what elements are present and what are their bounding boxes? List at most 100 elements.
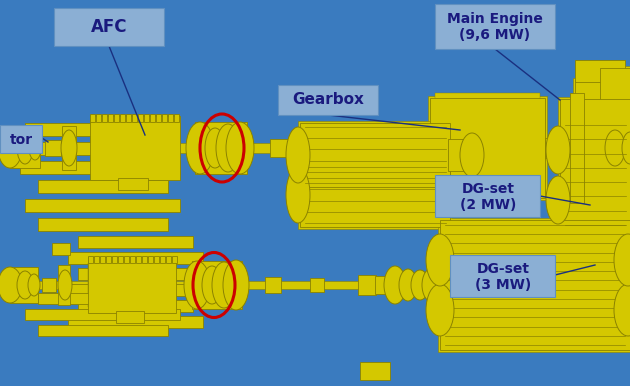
- Bar: [78, 268, 193, 280]
- Bar: [42, 278, 56, 292]
- Bar: [88, 256, 93, 263]
- Bar: [130, 256, 135, 263]
- Bar: [132, 114, 137, 122]
- Bar: [58, 284, 208, 296]
- Ellipse shape: [546, 176, 570, 224]
- Ellipse shape: [216, 124, 240, 172]
- Text: Main Engine
(9,6 MW): Main Engine (9,6 MW): [447, 12, 543, 42]
- Ellipse shape: [58, 270, 72, 300]
- Ellipse shape: [622, 132, 630, 164]
- Bar: [448, 139, 468, 171]
- Bar: [448, 267, 470, 303]
- Bar: [10, 267, 38, 303]
- Bar: [595, 140, 607, 156]
- Ellipse shape: [384, 266, 406, 304]
- Ellipse shape: [426, 234, 454, 286]
- Bar: [450, 255, 555, 297]
- Bar: [575, 60, 625, 82]
- Bar: [298, 121, 452, 189]
- Bar: [545, 138, 559, 158]
- Bar: [58, 265, 70, 305]
- Bar: [154, 256, 159, 263]
- Bar: [90, 114, 95, 122]
- Ellipse shape: [399, 269, 417, 301]
- Bar: [573, 78, 630, 218]
- Bar: [310, 278, 324, 292]
- Bar: [102, 114, 107, 122]
- Bar: [600, 68, 630, 228]
- Bar: [168, 114, 173, 122]
- Bar: [38, 180, 168, 193]
- Bar: [96, 114, 101, 122]
- Bar: [78, 300, 193, 312]
- Bar: [38, 142, 168, 155]
- Ellipse shape: [29, 136, 41, 160]
- Bar: [453, 239, 523, 267]
- Bar: [45, 140, 61, 156]
- Bar: [120, 114, 125, 122]
- Bar: [108, 114, 113, 122]
- Bar: [172, 256, 177, 263]
- Bar: [38, 293, 168, 304]
- Bar: [435, 175, 540, 217]
- Ellipse shape: [614, 234, 630, 286]
- Ellipse shape: [226, 122, 254, 174]
- Bar: [298, 161, 452, 229]
- Bar: [345, 140, 361, 156]
- Bar: [54, 8, 164, 46]
- Bar: [195, 122, 247, 174]
- Bar: [94, 256, 99, 263]
- Bar: [192, 261, 242, 309]
- Bar: [25, 309, 180, 320]
- Bar: [25, 123, 180, 136]
- Bar: [428, 96, 547, 200]
- Bar: [435, 93, 540, 203]
- Bar: [144, 114, 149, 122]
- Ellipse shape: [184, 261, 210, 309]
- Ellipse shape: [0, 128, 22, 168]
- Bar: [598, 66, 630, 230]
- Bar: [88, 257, 176, 313]
- Bar: [575, 214, 625, 236]
- Ellipse shape: [422, 268, 442, 302]
- Bar: [560, 138, 578, 158]
- Bar: [62, 126, 76, 170]
- Bar: [142, 256, 147, 263]
- Bar: [0, 143, 570, 153]
- Bar: [560, 99, 630, 229]
- Bar: [136, 256, 141, 263]
- Bar: [112, 256, 117, 263]
- Ellipse shape: [426, 284, 454, 336]
- Bar: [448, 179, 468, 211]
- Bar: [400, 140, 414, 156]
- Bar: [580, 139, 594, 157]
- Bar: [118, 178, 148, 190]
- Text: DG-set
(2 MW): DG-set (2 MW): [460, 182, 516, 212]
- Bar: [300, 163, 450, 227]
- Bar: [68, 316, 203, 328]
- Bar: [558, 97, 630, 231]
- Bar: [375, 276, 389, 294]
- Ellipse shape: [212, 262, 236, 308]
- Ellipse shape: [286, 167, 310, 223]
- Bar: [124, 256, 129, 263]
- Bar: [570, 93, 584, 203]
- Bar: [138, 114, 143, 122]
- Bar: [52, 243, 70, 255]
- Bar: [174, 114, 179, 122]
- Bar: [0, 281, 430, 289]
- Ellipse shape: [186, 122, 214, 174]
- Bar: [438, 218, 630, 352]
- Bar: [148, 256, 153, 263]
- Bar: [0, 125, 42, 153]
- Bar: [114, 114, 119, 122]
- Ellipse shape: [605, 130, 625, 166]
- Ellipse shape: [460, 173, 484, 217]
- Bar: [100, 256, 105, 263]
- Bar: [88, 263, 170, 307]
- Bar: [38, 218, 168, 231]
- Bar: [160, 256, 165, 263]
- Bar: [20, 161, 180, 174]
- Bar: [38, 325, 168, 336]
- Ellipse shape: [202, 266, 222, 304]
